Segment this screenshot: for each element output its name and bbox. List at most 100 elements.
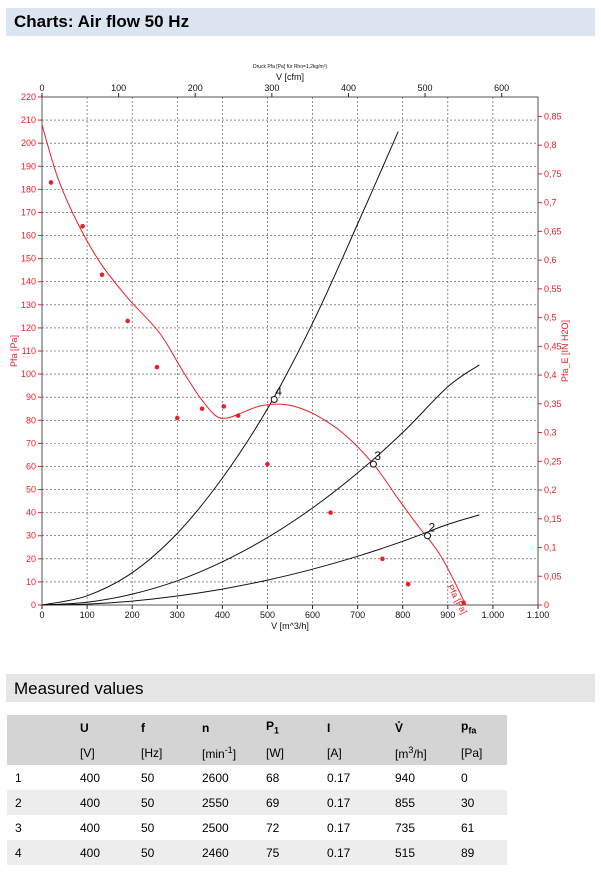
x2-tick-label: 500 — [418, 83, 433, 93]
y2-tick-label: 0,15 — [544, 514, 562, 524]
pfa-subscript: fa — [468, 725, 477, 736]
row-cell: 69 — [258, 790, 319, 815]
row-cell: 72 — [266, 820, 280, 835]
table-units-row: [V] [Hz] [min-1] [W] [A] [m3/h] [Pa] — [7, 740, 507, 765]
y-tick-label: 100 — [21, 369, 36, 379]
row-cell: 735 — [395, 820, 416, 835]
y2-tick-label: 0,75 — [544, 169, 562, 179]
x-tick-label: 500 — [260, 610, 275, 620]
y-tick-label: 120 — [21, 323, 36, 333]
y2-tick-label: 0 — [544, 600, 549, 610]
operating-point-3 — [369, 460, 377, 468]
row-cell: 50 — [141, 820, 155, 835]
fan-curve-marker — [328, 510, 333, 515]
y2-tick-label: 0,6 — [544, 255, 557, 265]
row-cell: 0 — [461, 770, 468, 785]
x-axis-label: V [m^3/h] — [271, 621, 309, 631]
y2-axis-label: Pfa_E [IN H2O] — [560, 320, 570, 382]
x2-tick-label: 100 — [111, 83, 126, 93]
air-flow-chart: 0 100 200 300 400 500 600 700 800 900 1.000 1.10001… — [9, 64, 570, 631]
x-tick-label: 400 — [215, 610, 230, 620]
table-row: 4 400 50 2460 75 0.17 515 89 — [7, 840, 507, 865]
table-row: 3 400 50 2500 72 0.17 735 61 — [7, 815, 507, 840]
y-tick-label: 80 — [26, 415, 36, 425]
x-tick-label: 200 — [125, 610, 140, 620]
x2-tick-label: 200 — [188, 83, 203, 93]
y-tick-label: 170 — [21, 207, 36, 217]
y-tick-label: 150 — [21, 254, 36, 264]
y2-tick-label: 0,2 — [544, 485, 557, 495]
measured-values-header: Measured values — [6, 674, 595, 702]
fan-curve-marker — [48, 180, 54, 185]
y-tick-label: 210 — [21, 115, 36, 125]
charts-header: Charts: Air flow 50 Hz — [6, 8, 595, 36]
y-axis-label: Pfa [Pa] — [9, 335, 19, 367]
row-cell: 30 — [453, 790, 507, 815]
fan-curve-marker — [380, 556, 385, 562]
row-cell: 940 — [395, 770, 416, 785]
row-cell: 855 — [387, 790, 453, 815]
fan-curve-marker — [174, 415, 180, 421]
row-cell: 1 — [15, 770, 22, 785]
y-tick-label: 130 — [21, 300, 36, 310]
y-tick-label: 70 — [26, 438, 36, 448]
x-tick-label: 600 — [305, 610, 320, 620]
x-tick-label: 100 — [80, 610, 95, 620]
fan-curve-marker — [199, 406, 205, 412]
y2-tick-label: 0,8 — [544, 140, 557, 150]
y-tick-label: 190 — [21, 161, 36, 171]
x2-axis-label: V [cfm] — [276, 72, 304, 82]
y2-tick-label: 0,25 — [544, 456, 562, 466]
row-cell: 68 — [266, 770, 280, 785]
row-cell: 50 — [133, 840, 194, 865]
y-tick-label: 0 — [31, 600, 36, 610]
y-tick-label: 30 — [26, 531, 36, 541]
y2-tick-label: 0,4 — [544, 370, 557, 380]
x2-tick-label: 0 — [39, 83, 44, 93]
y-tick-label: 140 — [21, 277, 36, 287]
y2-tick-label: 0,65 — [544, 226, 562, 236]
row-cell: 0.17 — [319, 790, 387, 815]
y2-tick-label: 0,05 — [544, 571, 562, 581]
y2-tick-label: 0,7 — [544, 198, 557, 208]
row-cell: 50 — [133, 790, 194, 815]
system-curve-2 — [41, 364, 480, 606]
m3-superscript: 3 — [408, 744, 414, 755]
row-cell: 515 — [387, 840, 453, 865]
row-cell: 3 — [15, 820, 22, 835]
table-row: 1 400 50 2600 68 0.17 940 0 — [7, 765, 507, 790]
fan-curve-marker — [235, 413, 241, 418]
row-cell: 61 — [461, 820, 475, 835]
row-cell: 50 — [141, 770, 155, 785]
row-cell: 400 — [80, 770, 101, 785]
p1-subscript: 1 — [274, 725, 280, 736]
header-cell-u: U — [72, 715, 133, 740]
header-cell-i: I — [319, 715, 387, 740]
unit-cell-pfa: [Pa] — [453, 740, 507, 765]
operating-point-2 — [424, 532, 432, 540]
measured-values-table: U f n P1 I V̊ pfa [V] [Hz] [min-1] [W] [… — [7, 715, 507, 865]
y2-tick-label: 0,35 — [544, 399, 562, 409]
header-cell-n: n — [194, 715, 258, 740]
y-tick-label: 110 — [22, 346, 36, 356]
header-cell-v: V̊ — [387, 715, 453, 740]
unit-cell-i: [A] — [319, 740, 387, 765]
fan-curve-marker — [461, 600, 466, 605]
measured-values-title: Measured values — [14, 679, 144, 698]
row-cell: 2460 — [194, 840, 258, 865]
y-tick-label: 180 — [21, 184, 36, 194]
row-cell: 0.17 — [327, 820, 351, 835]
y2-tick-label: 0,5 — [544, 313, 557, 323]
x-tick-label: 0 — [39, 610, 44, 620]
fan-curve-marker — [125, 318, 130, 324]
operating-point-label: 2 — [429, 521, 436, 535]
unit-cell-index — [7, 740, 72, 765]
row-cell: 75 — [258, 840, 319, 865]
x-tick-label: 1.100 — [527, 610, 550, 620]
header-cell-f: f — [133, 715, 194, 740]
row-cell: 0.17 — [319, 840, 387, 865]
y-tick-label: 10 — [26, 577, 36, 587]
fan-curve-marker — [405, 581, 411, 587]
x2-tick-label: 300 — [264, 83, 279, 93]
header-cell-pfa: pfa — [453, 715, 507, 740]
